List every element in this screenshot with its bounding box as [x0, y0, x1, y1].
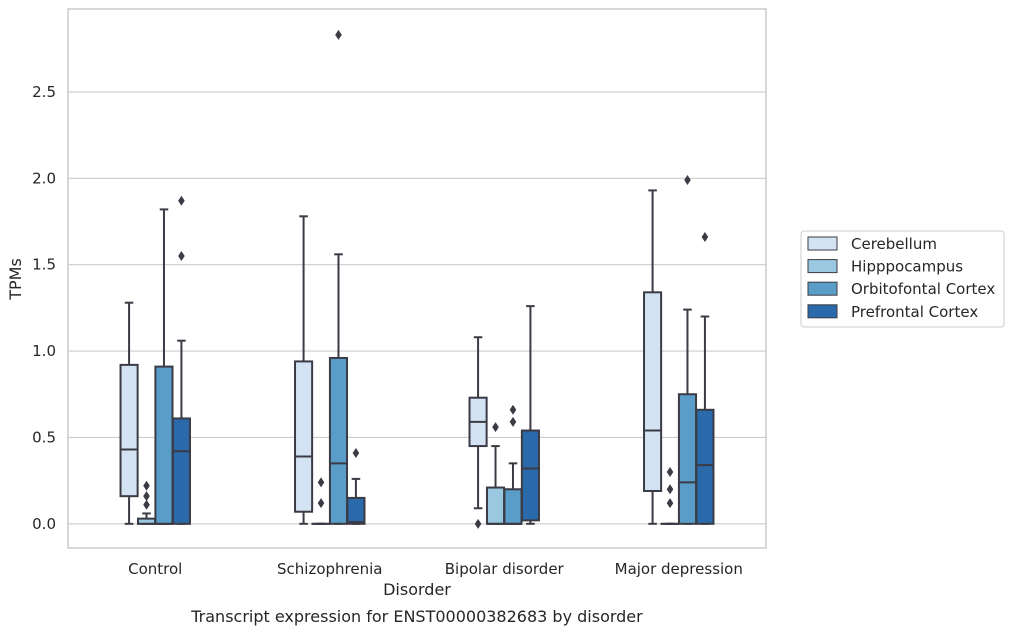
box-group: [695, 232, 715, 525]
y-tick-label: 1.0: [32, 342, 56, 360]
outlier-point: [143, 480, 150, 491]
y-tick-label: 0.5: [32, 428, 56, 446]
legend-label: Cerebellum: [851, 235, 937, 253]
legend: Cerebellum Hipppocampus Orbitofontal Corte…: [800, 230, 1005, 328]
outlier-point: [317, 477, 325, 488]
box: [503, 488, 523, 525]
outlier-point: [178, 251, 185, 262]
legend-swatch: [807, 281, 838, 296]
box-layer: [119, 29, 715, 529]
x-tick-label: Bipolar disorder: [445, 560, 565, 578]
outlier-point: [509, 416, 517, 427]
box: [520, 429, 540, 522]
box: [485, 486, 506, 525]
box-group: [136, 480, 157, 525]
y-tick-label: 0.0: [32, 515, 56, 533]
outlier-point: [666, 466, 674, 477]
outlier-point: [474, 518, 482, 529]
box-group: [520, 305, 540, 525]
box-group: [311, 477, 331, 525]
box-group: [660, 466, 680, 525]
x-tick-label: Control: [128, 560, 182, 578]
x-tick-label: Major depression: [615, 560, 743, 578]
x-tick-labels: Control Schizophrenia Bipolar disorder Majo…: [128, 560, 743, 578]
box: [677, 393, 698, 525]
legend-swatch: [807, 236, 838, 251]
legend-label: Prefrontal Cortex: [851, 303, 978, 321]
outlier-point: [666, 498, 674, 509]
box-group: [677, 175, 698, 525]
x-axis-title: Disorder: [383, 580, 451, 599]
outlier-point: [492, 422, 499, 433]
outlier-point: [317, 498, 325, 509]
legend-label: Orbitofontal Cortex: [851, 280, 995, 298]
box: [346, 496, 366, 525]
box: [154, 365, 174, 525]
y-tick-label: 2.0: [32, 169, 56, 187]
box-group: [294, 215, 314, 525]
box-group: [154, 208, 174, 525]
plot-frame: [67, 8, 767, 549]
legend-swatch: [807, 259, 838, 274]
x-tick-label: Schizophrenia: [277, 560, 382, 578]
outlier-point: [335, 29, 342, 40]
box: [171, 417, 191, 525]
outlier-point: [352, 447, 360, 458]
box: [328, 356, 349, 525]
outlier-point: [143, 499, 150, 510]
box-group: [468, 336, 488, 529]
y-axis-title: TPMs: [6, 258, 25, 301]
box-group: [503, 404, 523, 525]
legend-frame: [800, 230, 1005, 328]
chart-caption: Transcript expression for ENST0000038268…: [190, 607, 643, 626]
box: [643, 291, 663, 492]
box-group: [328, 29, 349, 525]
y-tick-label: 1.5: [32, 256, 56, 274]
box-group: [643, 189, 663, 525]
box-group: [119, 301, 139, 525]
box-group: [171, 195, 191, 525]
legend-label: Hipppocampus: [851, 258, 963, 276]
outlier-point: [666, 484, 674, 495]
outlier-point: [509, 404, 517, 415]
legend-swatch: [807, 304, 838, 319]
box: [119, 363, 139, 498]
box-group: [346, 447, 366, 525]
outlier-point: [143, 491, 150, 502]
y-tick-label: 2.5: [32, 83, 56, 101]
outlier-point: [178, 195, 185, 206]
outlier-point: [701, 232, 709, 243]
outlier-point: [684, 175, 691, 186]
box: [294, 360, 314, 513]
y-tick-labels: 0.0 0.5 1.0 1.5 2.0 2.5: [32, 83, 56, 533]
box: [695, 408, 715, 525]
